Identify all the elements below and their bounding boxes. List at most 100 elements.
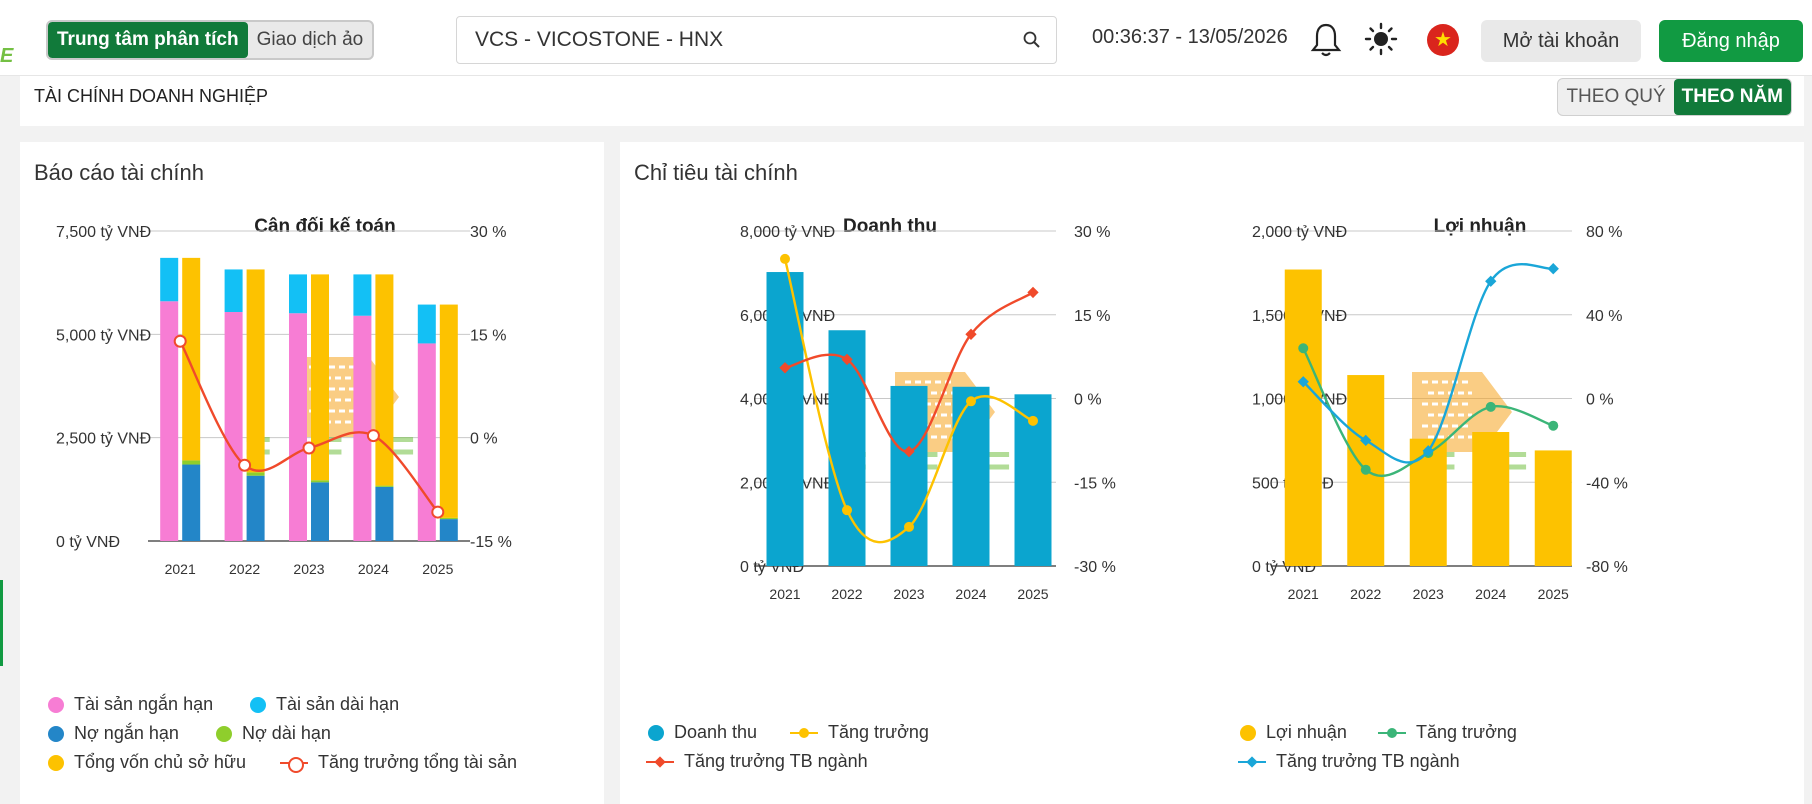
y2-tick-label: 30 % <box>1074 224 1110 241</box>
x-tick-label: 2024 <box>358 561 389 577</box>
line-point <box>780 253 790 264</box>
bar-segment <box>182 257 201 461</box>
mode-toggle: Trung tâm phân tích Giao dịch ảo <box>46 20 375 60</box>
y-tick-label: 8,000 tỷ VNĐ <box>740 224 835 241</box>
y2-tick-label: 15 % <box>470 327 506 344</box>
line-point <box>1027 286 1039 299</box>
legend-swatch <box>48 754 64 771</box>
x-tick-label: 2022 <box>229 561 260 577</box>
sun-icon[interactable] <box>1364 22 1398 61</box>
legend-swatch <box>250 696 266 713</box>
search-input[interactable]: VCS - VICOSTONE - HNX <box>456 16 1057 64</box>
panel-title: Báo cáo tài chính <box>34 160 205 185</box>
open-account-button[interactable]: Mở tài khoản <box>1481 20 1641 62</box>
line-point <box>1298 343 1309 354</box>
legend-item[interactable]: Tổng vốn chủ sở hữu <box>48 752 246 773</box>
bar-segment <box>439 519 458 541</box>
period-year[interactable]: THEO NĂM <box>1673 79 1791 115</box>
login-button[interactable]: Đăng nhập <box>1659 20 1803 62</box>
legend-item[interactable]: Nợ dài hạn <box>216 723 331 744</box>
bar-segment <box>182 464 201 541</box>
bar-segment <box>160 301 179 541</box>
line-point <box>238 458 252 472</box>
bar-segment <box>417 304 436 344</box>
line-point <box>1028 415 1038 426</box>
bar-segment <box>246 472 265 476</box>
bar-segment <box>289 313 307 541</box>
x-tick-label: 2022 <box>1350 586 1381 602</box>
bar-segment <box>375 486 394 541</box>
vietnam-flag-icon[interactable]: ★ <box>1427 24 1459 56</box>
y2-tick-label: 0 % <box>470 431 498 448</box>
legend-label: Tăng trưởng TB ngành <box>1276 751 1460 771</box>
y-tick-label: 2,500 tỷ VNĐ <box>56 431 151 448</box>
toggle-analysis-center[interactable]: Trung tâm phân tích <box>48 22 248 58</box>
bar-segment <box>311 480 329 483</box>
legend-item[interactable]: Tăng trưởng <box>1378 722 1517 743</box>
legend-swatch <box>648 724 664 741</box>
bar-segment <box>375 274 394 486</box>
line-point <box>431 505 445 519</box>
legend-label: Tăng trưởng tổng tài sản <box>318 752 517 772</box>
legend-swatch <box>216 725 232 742</box>
clock-text: 00:36:37 - 13/05/2026 <box>1092 26 1288 48</box>
y2-tick-label: 15 % <box>1074 308 1110 325</box>
legend-swatch <box>790 725 818 741</box>
bar <box>828 330 866 566</box>
section-bar: TÀI CHÍNH DOANH NGHIỆP THEO QUÝ THEO NĂM <box>20 76 1804 126</box>
legend-item[interactable]: Nợ ngắn hạn <box>48 723 179 744</box>
legend-item[interactable]: Lợi nhuận <box>1240 722 1347 743</box>
y2-tick-label: 40 % <box>1586 308 1622 325</box>
legend-label: Tài sản ngắn hạn <box>74 694 214 714</box>
revenue-chart: 0 tỷ VNĐ-30 %2,000 tỷ VNĐ-15 %4,000 tỷ V… <box>740 224 1116 602</box>
y2-tick-label: 0 % <box>1586 392 1614 409</box>
search-value: VCS - VICOSTONE - HNX <box>475 28 724 51</box>
legend-swatch <box>48 696 64 713</box>
bell-icon[interactable] <box>1310 22 1342 63</box>
y2-tick-label: -15 % <box>1074 475 1116 492</box>
legend-label: Tổng vốn chủ sở hữu <box>74 752 246 772</box>
bar-segment <box>246 475 265 541</box>
bar <box>1534 450 1572 566</box>
legend-label: Lợi nhuận <box>1266 722 1347 742</box>
legend-item[interactable]: Tăng trưởng TB ngành <box>646 751 868 772</box>
legend-item[interactable]: Tăng trưởng <box>790 722 929 743</box>
bar <box>766 272 804 566</box>
legend-item[interactable]: Tài sản ngắn hạn <box>48 694 213 715</box>
legend-swatch <box>646 754 674 770</box>
legend-label: Nợ ngắn hạn <box>74 723 179 743</box>
line-point <box>904 521 914 532</box>
line-point <box>366 429 380 443</box>
bar-segment <box>182 460 201 465</box>
x-tick-label: 2025 <box>422 561 453 577</box>
x-tick-label: 2023 <box>1413 586 1444 602</box>
line-point <box>1297 376 1309 388</box>
bar-segment <box>439 304 458 518</box>
left-edge-marker <box>0 580 3 666</box>
bar-segment <box>160 257 179 302</box>
toggle-virtual-trading[interactable]: Giao dịch ảo <box>256 29 364 50</box>
legend-item[interactable]: Tăng trưởng tổng tài sản <box>280 752 517 773</box>
legend-item[interactable]: Tăng trưởng TB ngành <box>1238 751 1460 772</box>
bar <box>890 385 928 566</box>
section-title: TÀI CHÍNH DOANH NGHIỆP <box>34 86 269 106</box>
line-point <box>779 362 791 374</box>
legend-item[interactable]: Tài sản dài hạn <box>250 694 399 715</box>
y-tick-label: 0 tỷ VNĐ <box>56 534 120 551</box>
legend-swatch <box>1238 754 1266 770</box>
bar-segment <box>375 485 394 487</box>
series-line <box>1302 263 1554 464</box>
bar-segment <box>439 517 458 520</box>
legend-item[interactable]: Doanh thu <box>648 722 757 743</box>
y2-tick-label: -30 % <box>1074 559 1116 576</box>
balance-sheet-chart: 0 tỷ VNĐ -15 % 2,500 tỷ VNĐ 0 % 5,000 tỷ VNĐ… <box>56 224 512 577</box>
financial-indicators-panel: Chỉ tiêu tài chính Doanh thu Lợi nhuận 0… <box>620 142 1804 804</box>
search-icon[interactable] <box>1022 30 1042 56</box>
x-tick-label: 2023 <box>293 561 324 577</box>
bar-segment <box>289 274 307 314</box>
legend-swatch <box>280 755 308 773</box>
bar-segment <box>311 482 329 541</box>
x-tick-label: 2025 <box>1538 586 1569 602</box>
period-quarter[interactable]: THEO QUÝ <box>1566 86 1666 107</box>
watermark-wordmark: = = = <box>840 434 1026 486</box>
